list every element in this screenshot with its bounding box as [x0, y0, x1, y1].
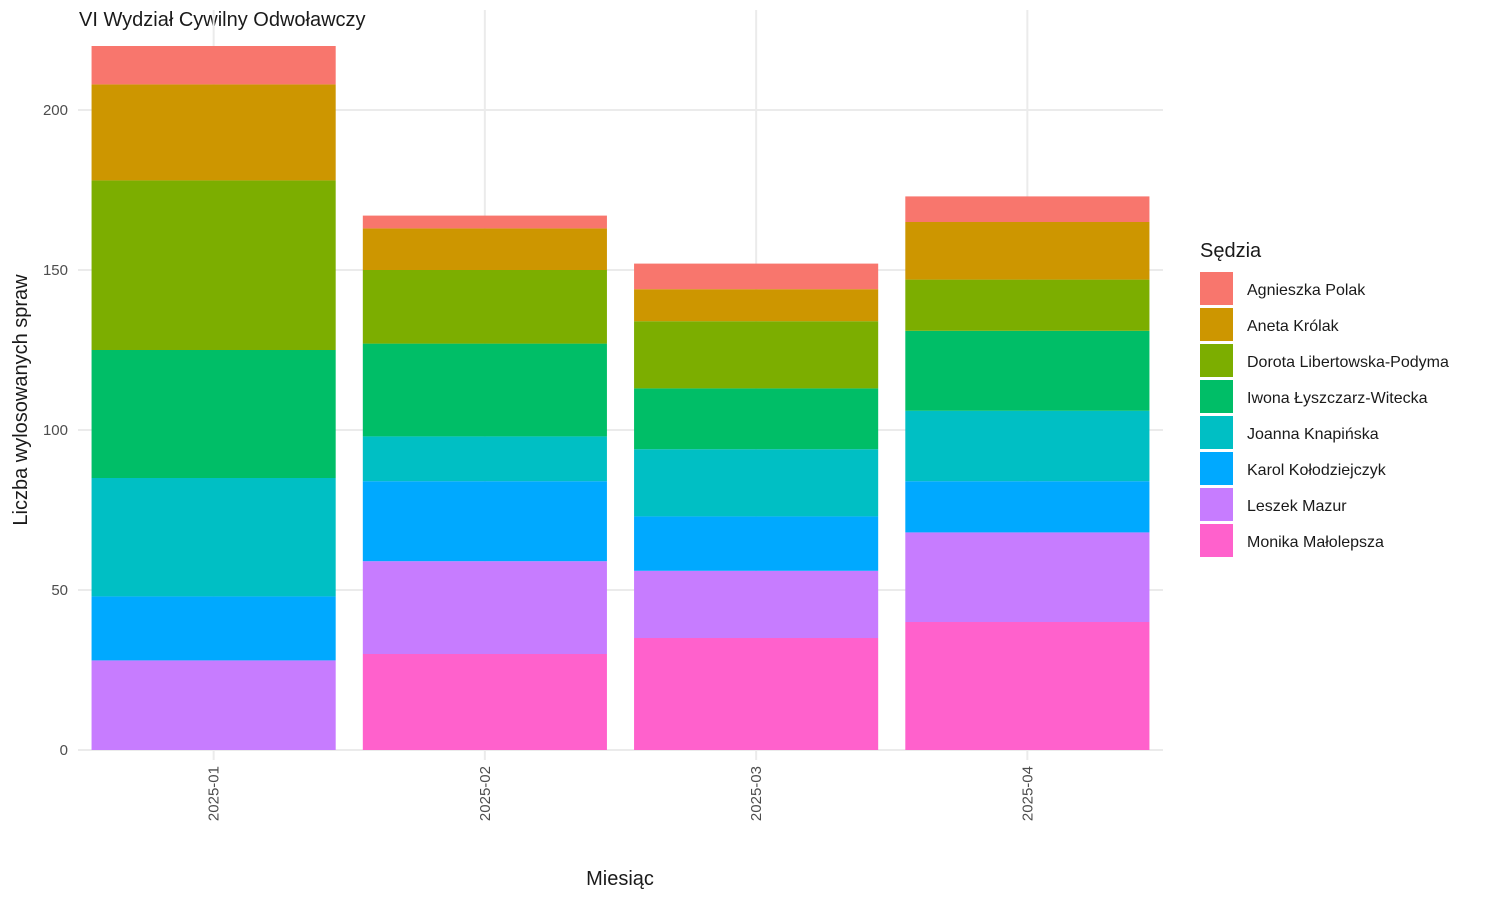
bar-segment — [905, 622, 1150, 750]
chart-title: VI Wydział Cywilny Odwoławczy — [79, 9, 366, 31]
bar-segment — [91, 84, 336, 181]
bar-segment — [905, 410, 1150, 482]
bar-segment — [362, 436, 607, 482]
bar-segment — [362, 228, 607, 270]
legend-swatch — [1200, 452, 1233, 485]
bar-segment — [905, 279, 1150, 331]
y-tick-label: 50 — [51, 582, 68, 599]
legend-label: Agnieszka Polak — [1247, 282, 1366, 299]
bar-segment — [91, 478, 336, 597]
legend-item: Monika Małolepsza — [1200, 524, 1384, 557]
legend-label: Monika Małolepsza — [1247, 534, 1384, 551]
legend: Sędzia Agnieszka Polak Aneta Królak Dorota… — [1200, 240, 1449, 557]
legend-swatch — [1200, 344, 1233, 377]
bar-segment — [362, 270, 607, 344]
bar-segment — [634, 570, 879, 638]
legend-swatch — [1200, 416, 1233, 449]
bar-segment — [905, 532, 1150, 622]
bar-segment — [362, 215, 607, 229]
y-tick-label: 200 — [43, 102, 68, 119]
bars — [91, 46, 1150, 750]
bar-segment — [634, 289, 879, 322]
legend-swatch — [1200, 488, 1233, 521]
bar-segment — [634, 388, 879, 450]
legend-swatch — [1200, 524, 1233, 557]
y-tick-label: 0 — [60, 742, 68, 759]
x-tick-label: 2025-03 — [748, 766, 765, 821]
bar-segment — [905, 222, 1150, 280]
bar-segment — [91, 596, 336, 661]
legend-swatch — [1200, 380, 1233, 413]
x-axis-title: Miesiąc — [586, 868, 654, 890]
legend-item: Iwona Łyszczarz-Witecka — [1200, 380, 1428, 413]
bar-segment — [905, 481, 1150, 533]
bar-segment — [905, 330, 1150, 411]
bar-segment — [91, 180, 336, 350]
legend-label: Karol Kołodziejczyk — [1247, 462, 1387, 479]
legend-title: Sędzia — [1200, 240, 1262, 262]
legend-item: Joanna Knapińska — [1200, 416, 1379, 449]
bar-segment — [362, 561, 607, 654]
legend-label: Leszek Mazur — [1247, 498, 1347, 515]
bar-segment — [634, 638, 879, 750]
y-tick-label: 100 — [43, 422, 68, 439]
legend-label: Joanna Knapińska — [1247, 426, 1379, 443]
bar-segment — [634, 263, 879, 290]
legend-label: Iwona Łyszczarz-Witecka — [1247, 390, 1428, 407]
x-axis-ticks: 2025-01 2025-02 2025-03 2025-04 — [206, 766, 1037, 821]
y-axis-ticks: 0 50 100 150 200 — [43, 102, 68, 759]
legend-item: Karol Kołodziejczyk — [1200, 452, 1387, 485]
bar-segment — [362, 481, 607, 562]
x-tick-label: 2025-02 — [477, 766, 494, 821]
x-tick-label: 2025-01 — [206, 766, 223, 821]
bar-segment — [634, 449, 879, 517]
legend-swatch — [1200, 308, 1233, 341]
bar-segment — [91, 46, 336, 85]
y-tick-label: 150 — [43, 262, 68, 279]
legend-label: Dorota Libertowska-Podyma — [1247, 354, 1449, 371]
bar-segment — [905, 196, 1150, 222]
bar-segment — [634, 516, 879, 571]
bar-segment — [362, 654, 607, 750]
legend-items: Agnieszka Polak Aneta Królak Dorota Libert… — [1200, 272, 1449, 557]
x-tick-label: 2025-04 — [1019, 766, 1036, 821]
y-axis-title: Liczba wylosowanych spraw — [10, 274, 32, 526]
legend-label: Aneta Królak — [1247, 318, 1340, 335]
legend-item: Leszek Mazur — [1200, 488, 1347, 521]
bar-segment — [634, 321, 879, 389]
legend-item: Agnieszka Polak — [1200, 272, 1366, 305]
legend-item: Aneta Królak — [1200, 308, 1340, 341]
legend-item: Dorota Libertowska-Podyma — [1200, 344, 1449, 377]
bar-segment — [362, 343, 607, 437]
legend-swatch — [1200, 272, 1233, 305]
bar-segment — [91, 660, 336, 750]
bar-segment — [91, 350, 336, 478]
